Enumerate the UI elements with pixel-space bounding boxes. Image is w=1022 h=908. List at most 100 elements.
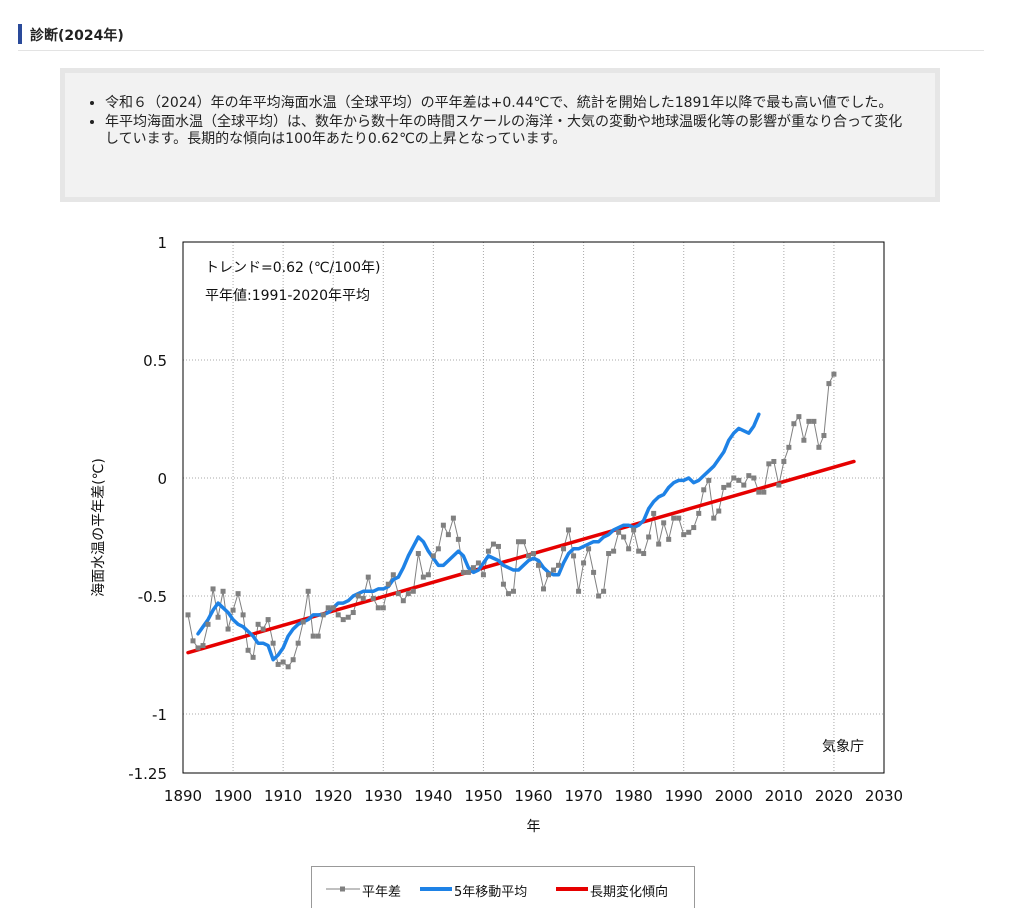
annual-point (455, 536, 461, 542)
annual-point (606, 551, 612, 557)
annual-point (410, 588, 416, 594)
annual-point (270, 640, 276, 646)
annual-point (225, 626, 231, 632)
annual-point (806, 418, 812, 424)
annual-point (240, 612, 246, 618)
annual-point (651, 510, 657, 516)
annual-point (641, 551, 647, 557)
annual-point (616, 529, 622, 535)
x-tick-label: 1960 (514, 787, 552, 805)
annual-point (541, 586, 547, 592)
annual-point (500, 581, 506, 587)
annual-point (235, 591, 241, 597)
y-tick-label: -0.5 (138, 588, 167, 606)
annual-point (490, 541, 496, 547)
annual-point (671, 515, 677, 521)
summary-item: 年平均海面水温（全球平均）は、数年から数十年の時間スケールの海洋・大気の変動や地… (105, 114, 915, 148)
annual-point (781, 458, 787, 464)
annual-point (776, 482, 782, 488)
annual-point (245, 647, 251, 653)
x-tick-label: 1920 (314, 787, 352, 805)
annual-point (831, 371, 837, 377)
annual-point (465, 569, 471, 575)
annual-point (385, 581, 391, 587)
x-tick-label: 1940 (414, 787, 452, 805)
annual-point (460, 569, 466, 575)
summary-item: 令和６（2024）年の年平均海面水温（全球平均）の平年差は+0.44℃で、統計を… (105, 95, 915, 112)
annual-point (591, 569, 597, 575)
annual-point (440, 522, 446, 528)
annual-point (561, 546, 567, 552)
annual-point (536, 562, 542, 568)
x-tick-label: 1910 (264, 787, 302, 805)
annual-point (475, 560, 481, 566)
annual-point (340, 617, 346, 623)
annual-point (656, 541, 662, 547)
annual-point (435, 546, 441, 552)
legend-annual-swatch (326, 886, 360, 892)
annual-point (395, 591, 401, 597)
y-tick-label: -1.25 (128, 765, 167, 783)
chart-marks (185, 371, 856, 670)
annual-point (200, 643, 206, 649)
annual-point (290, 657, 296, 663)
annual-point (746, 473, 752, 479)
annual-point (816, 444, 822, 450)
y-axis-label: 海面水温の平年差(℃) (91, 458, 107, 597)
annual-point (515, 539, 521, 545)
annual-point (531, 551, 536, 557)
x-tick-label: 2010 (765, 787, 803, 805)
annual-point (796, 414, 802, 420)
annual-point (305, 588, 311, 594)
annual-point (661, 520, 667, 526)
legend-trend-swatch (556, 887, 588, 891)
y-tick-labels: 1 0.5 0 -0.5 -1 -1.25 (128, 234, 167, 783)
x-tick-labels: 1890 1900 1910 1920 1930 1940 1950 1960 1970 1980… (164, 787, 903, 805)
legend-moving-average-swatch (420, 887, 452, 891)
annual-point (566, 527, 572, 533)
annual-point (330, 605, 336, 611)
annual-point (646, 534, 652, 540)
annual-point (571, 553, 577, 559)
annual-point (741, 482, 747, 488)
annual-point (636, 548, 642, 554)
y-tick-label: 0.5 (143, 352, 167, 370)
annual-point (360, 595, 366, 601)
annual-point (190, 638, 196, 644)
annual-point (801, 437, 807, 443)
trend-annotation: トレンド=0.62 (℃/100年) (205, 260, 380, 276)
x-tick-label: 2000 (715, 787, 753, 805)
annual-point (345, 614, 351, 620)
annual-point (495, 543, 501, 549)
x-axis-label: 年 (527, 819, 541, 835)
x-tick-label: 1990 (665, 787, 703, 805)
annual-point (681, 532, 687, 538)
annual-point (525, 553, 531, 559)
annual-point (350, 610, 356, 616)
y-tick-label: 0 (157, 470, 167, 488)
source-annotation: 気象庁 (822, 739, 864, 755)
annual-point (420, 574, 426, 580)
annual-point (365, 574, 371, 580)
annual-point (505, 591, 511, 597)
legend-label-moving-average: 5年移動平均 (454, 885, 528, 900)
annual-point (756, 489, 762, 495)
annual-point (706, 477, 712, 483)
x-tick-label: 2030 (865, 787, 903, 805)
section-accent-bar (18, 24, 22, 44)
annual-point (701, 487, 707, 493)
annual-point (551, 567, 557, 573)
annual-point (445, 532, 451, 538)
x-tick-label: 1980 (615, 787, 653, 805)
annual-point (310, 633, 316, 639)
legend-item-trend: 長期変化傾向 (556, 881, 686, 900)
section-header: 診断(2024年) (18, 20, 984, 51)
series-moving-average-line (196, 412, 761, 662)
annual-point (510, 588, 516, 594)
annual-point (821, 433, 827, 439)
annual-point (430, 553, 436, 559)
legend-item-annual: 平年差 (326, 881, 416, 900)
annual-point (195, 645, 201, 651)
legend-item-moving-average: 5年移動平均 (420, 881, 550, 900)
annual-point (766, 461, 772, 467)
